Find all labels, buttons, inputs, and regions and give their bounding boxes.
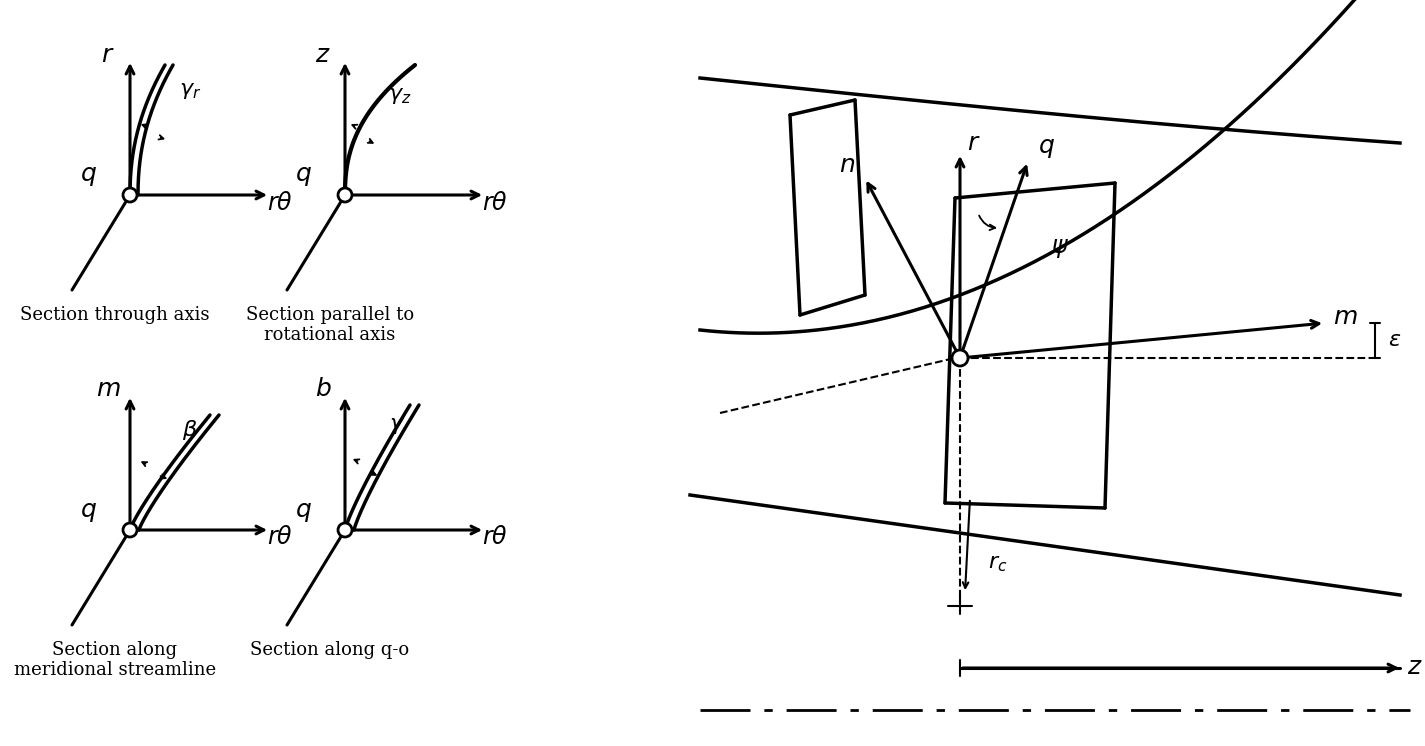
Circle shape: [338, 523, 352, 537]
Text: $\gamma$: $\gamma$: [389, 414, 405, 436]
Text: $z$: $z$: [1406, 656, 1422, 680]
Text: Section parallel to
rotational axis: Section parallel to rotational axis: [247, 306, 415, 345]
Circle shape: [123, 188, 137, 202]
Text: $\varepsilon$: $\varepsilon$: [1388, 330, 1402, 351]
Circle shape: [123, 523, 137, 537]
Text: $q$: $q$: [1037, 137, 1054, 160]
Text: $\gamma_r$: $\gamma_r$: [178, 79, 201, 101]
Text: $r\theta$: $r\theta$: [482, 192, 507, 215]
Circle shape: [952, 350, 968, 366]
Text: $r\theta$: $r\theta$: [482, 527, 507, 550]
Text: $r\theta$: $r\theta$: [266, 527, 294, 550]
Text: $b$: $b$: [315, 378, 332, 401]
Text: Section along q-o: Section along q-o: [251, 641, 409, 659]
Text: $m$: $m$: [1332, 307, 1358, 330]
Text: $\gamma_z$: $\gamma_z$: [388, 84, 412, 106]
Text: Section along
meridional streamline: Section along meridional streamline: [14, 641, 217, 680]
Text: $r\theta$: $r\theta$: [266, 192, 294, 215]
Text: $q$: $q$: [295, 501, 312, 524]
Text: $q$: $q$: [80, 501, 97, 524]
Text: $r$: $r$: [101, 43, 115, 66]
Text: $q$: $q$: [295, 166, 312, 189]
Text: $\beta$: $\beta$: [182, 418, 198, 442]
Text: $r_c$: $r_c$: [989, 552, 1007, 574]
Text: $q$: $q$: [80, 166, 97, 189]
Text: $m$: $m$: [95, 378, 120, 401]
Text: Section through axis: Section through axis: [20, 306, 209, 324]
Text: $r$: $r$: [968, 131, 980, 154]
Text: $\psi$: $\psi$: [1052, 236, 1069, 260]
Circle shape: [338, 188, 352, 202]
Text: $n$: $n$: [839, 154, 855, 178]
Text: $z$: $z$: [315, 43, 331, 66]
